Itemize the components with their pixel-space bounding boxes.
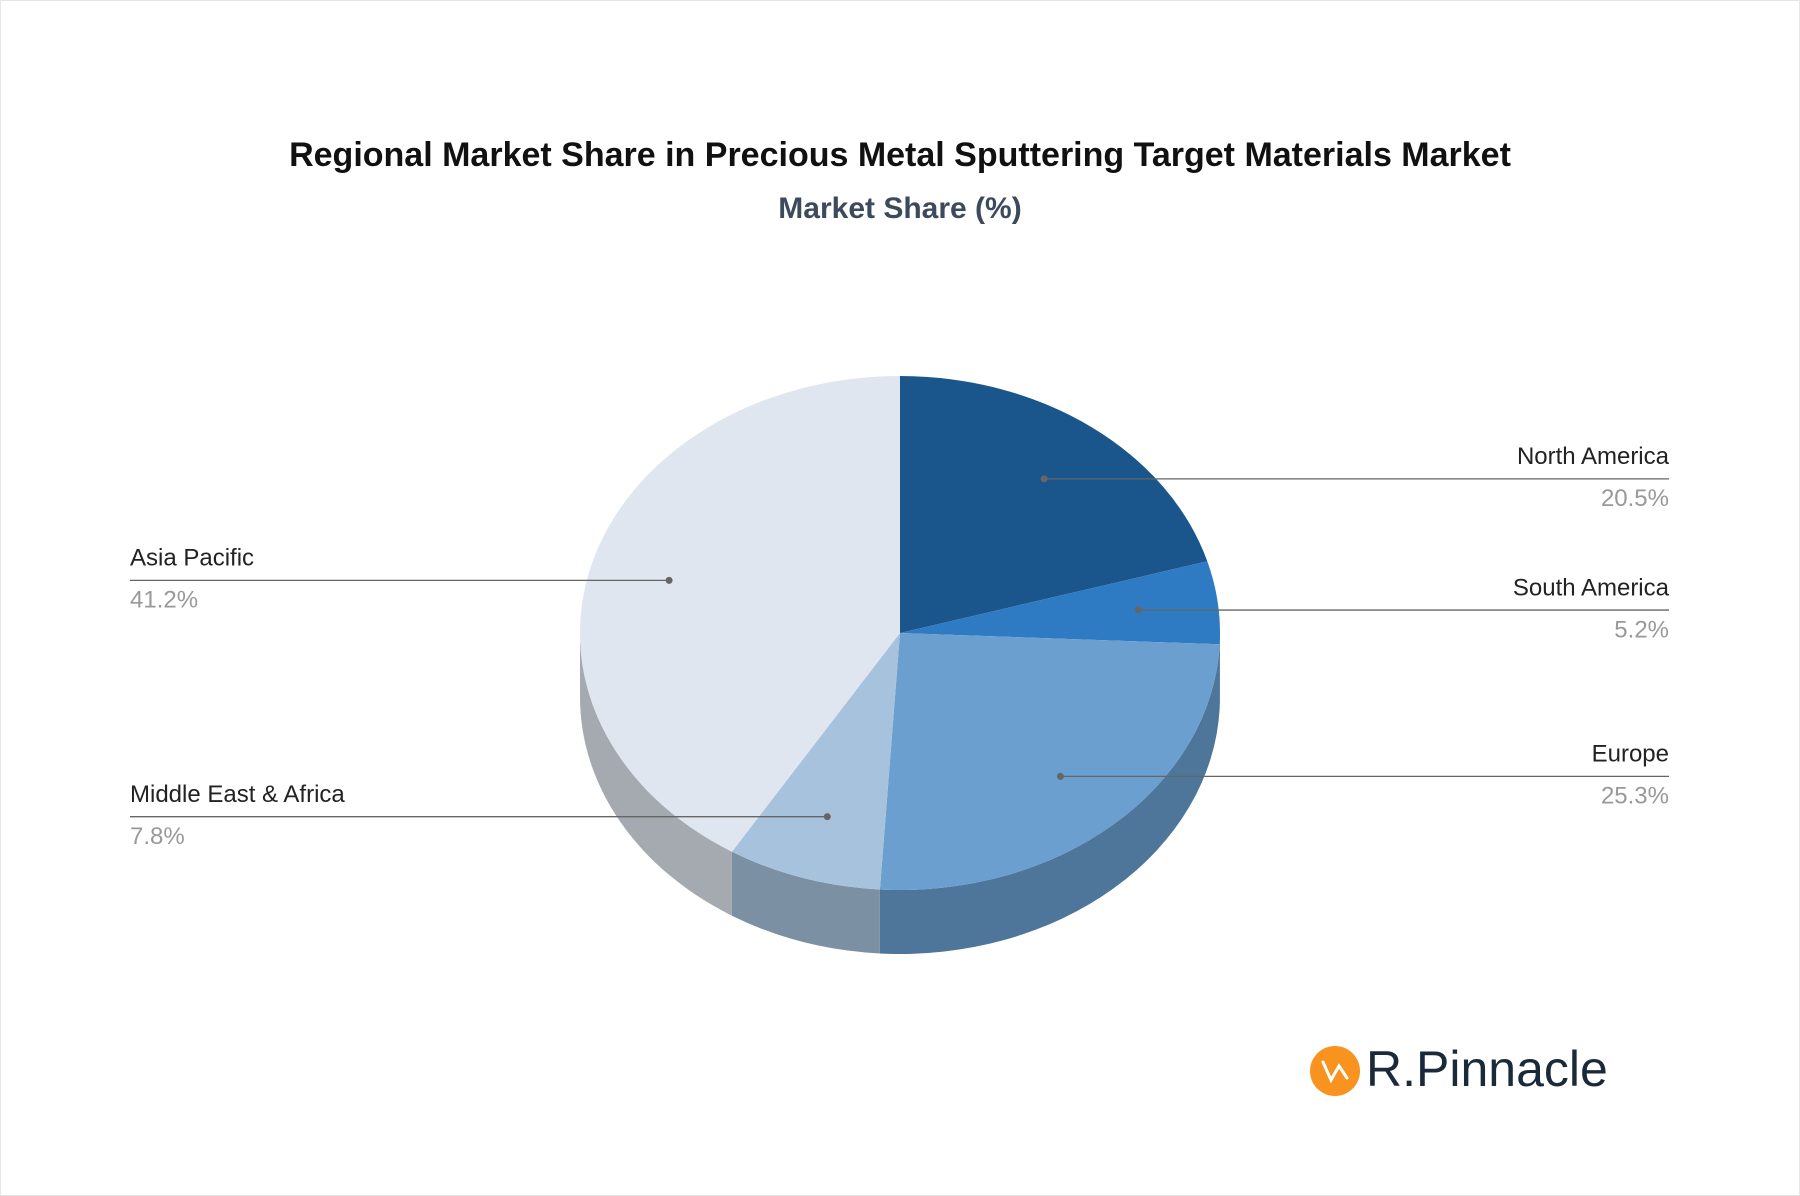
slice-value: 5.2% bbox=[1614, 616, 1669, 643]
chart-title: Regional Market Share in Precious Metal … bbox=[289, 136, 1511, 174]
pie-sides bbox=[580, 633, 1220, 954]
slice-value: 20.5% bbox=[1601, 485, 1669, 512]
leader-dot bbox=[823, 813, 831, 821]
slice bbox=[580, 376, 900, 852]
leader-dot bbox=[1056, 772, 1064, 780]
slice-label: Middle East & Africa bbox=[130, 781, 345, 808]
logo: R.Pinnacle bbox=[1310, 1041, 1608, 1097]
slice-side bbox=[731, 851, 880, 954]
slice bbox=[900, 376, 1208, 633]
slice-label: Asia Pacific bbox=[130, 545, 254, 572]
logo-text: R.Pinnacle bbox=[1366, 1041, 1608, 1097]
slice-value: 25.3% bbox=[1601, 783, 1669, 810]
leader-dot bbox=[665, 576, 673, 584]
leader-dot bbox=[1040, 475, 1048, 483]
slice-side bbox=[580, 633, 732, 916]
slice-label: North America bbox=[1517, 443, 1670, 470]
slice bbox=[900, 561, 1221, 645]
slice-value: 41.2% bbox=[130, 587, 198, 614]
logo-glyph bbox=[1321, 1060, 1349, 1084]
slice bbox=[731, 633, 900, 890]
pie-top bbox=[580, 376, 1221, 890]
slice-side bbox=[879, 644, 1220, 954]
slice bbox=[879, 633, 1220, 890]
slice-label: Europe bbox=[1592, 741, 1669, 768]
leader-dot bbox=[1134, 606, 1142, 614]
slice-value: 7.8% bbox=[130, 823, 185, 850]
chart-subtitle: Market Share (%) bbox=[778, 192, 1021, 225]
labels: North America 20.5% South America 5.2% Europ… bbox=[130, 443, 1670, 850]
slice-label: South America bbox=[1513, 574, 1670, 601]
